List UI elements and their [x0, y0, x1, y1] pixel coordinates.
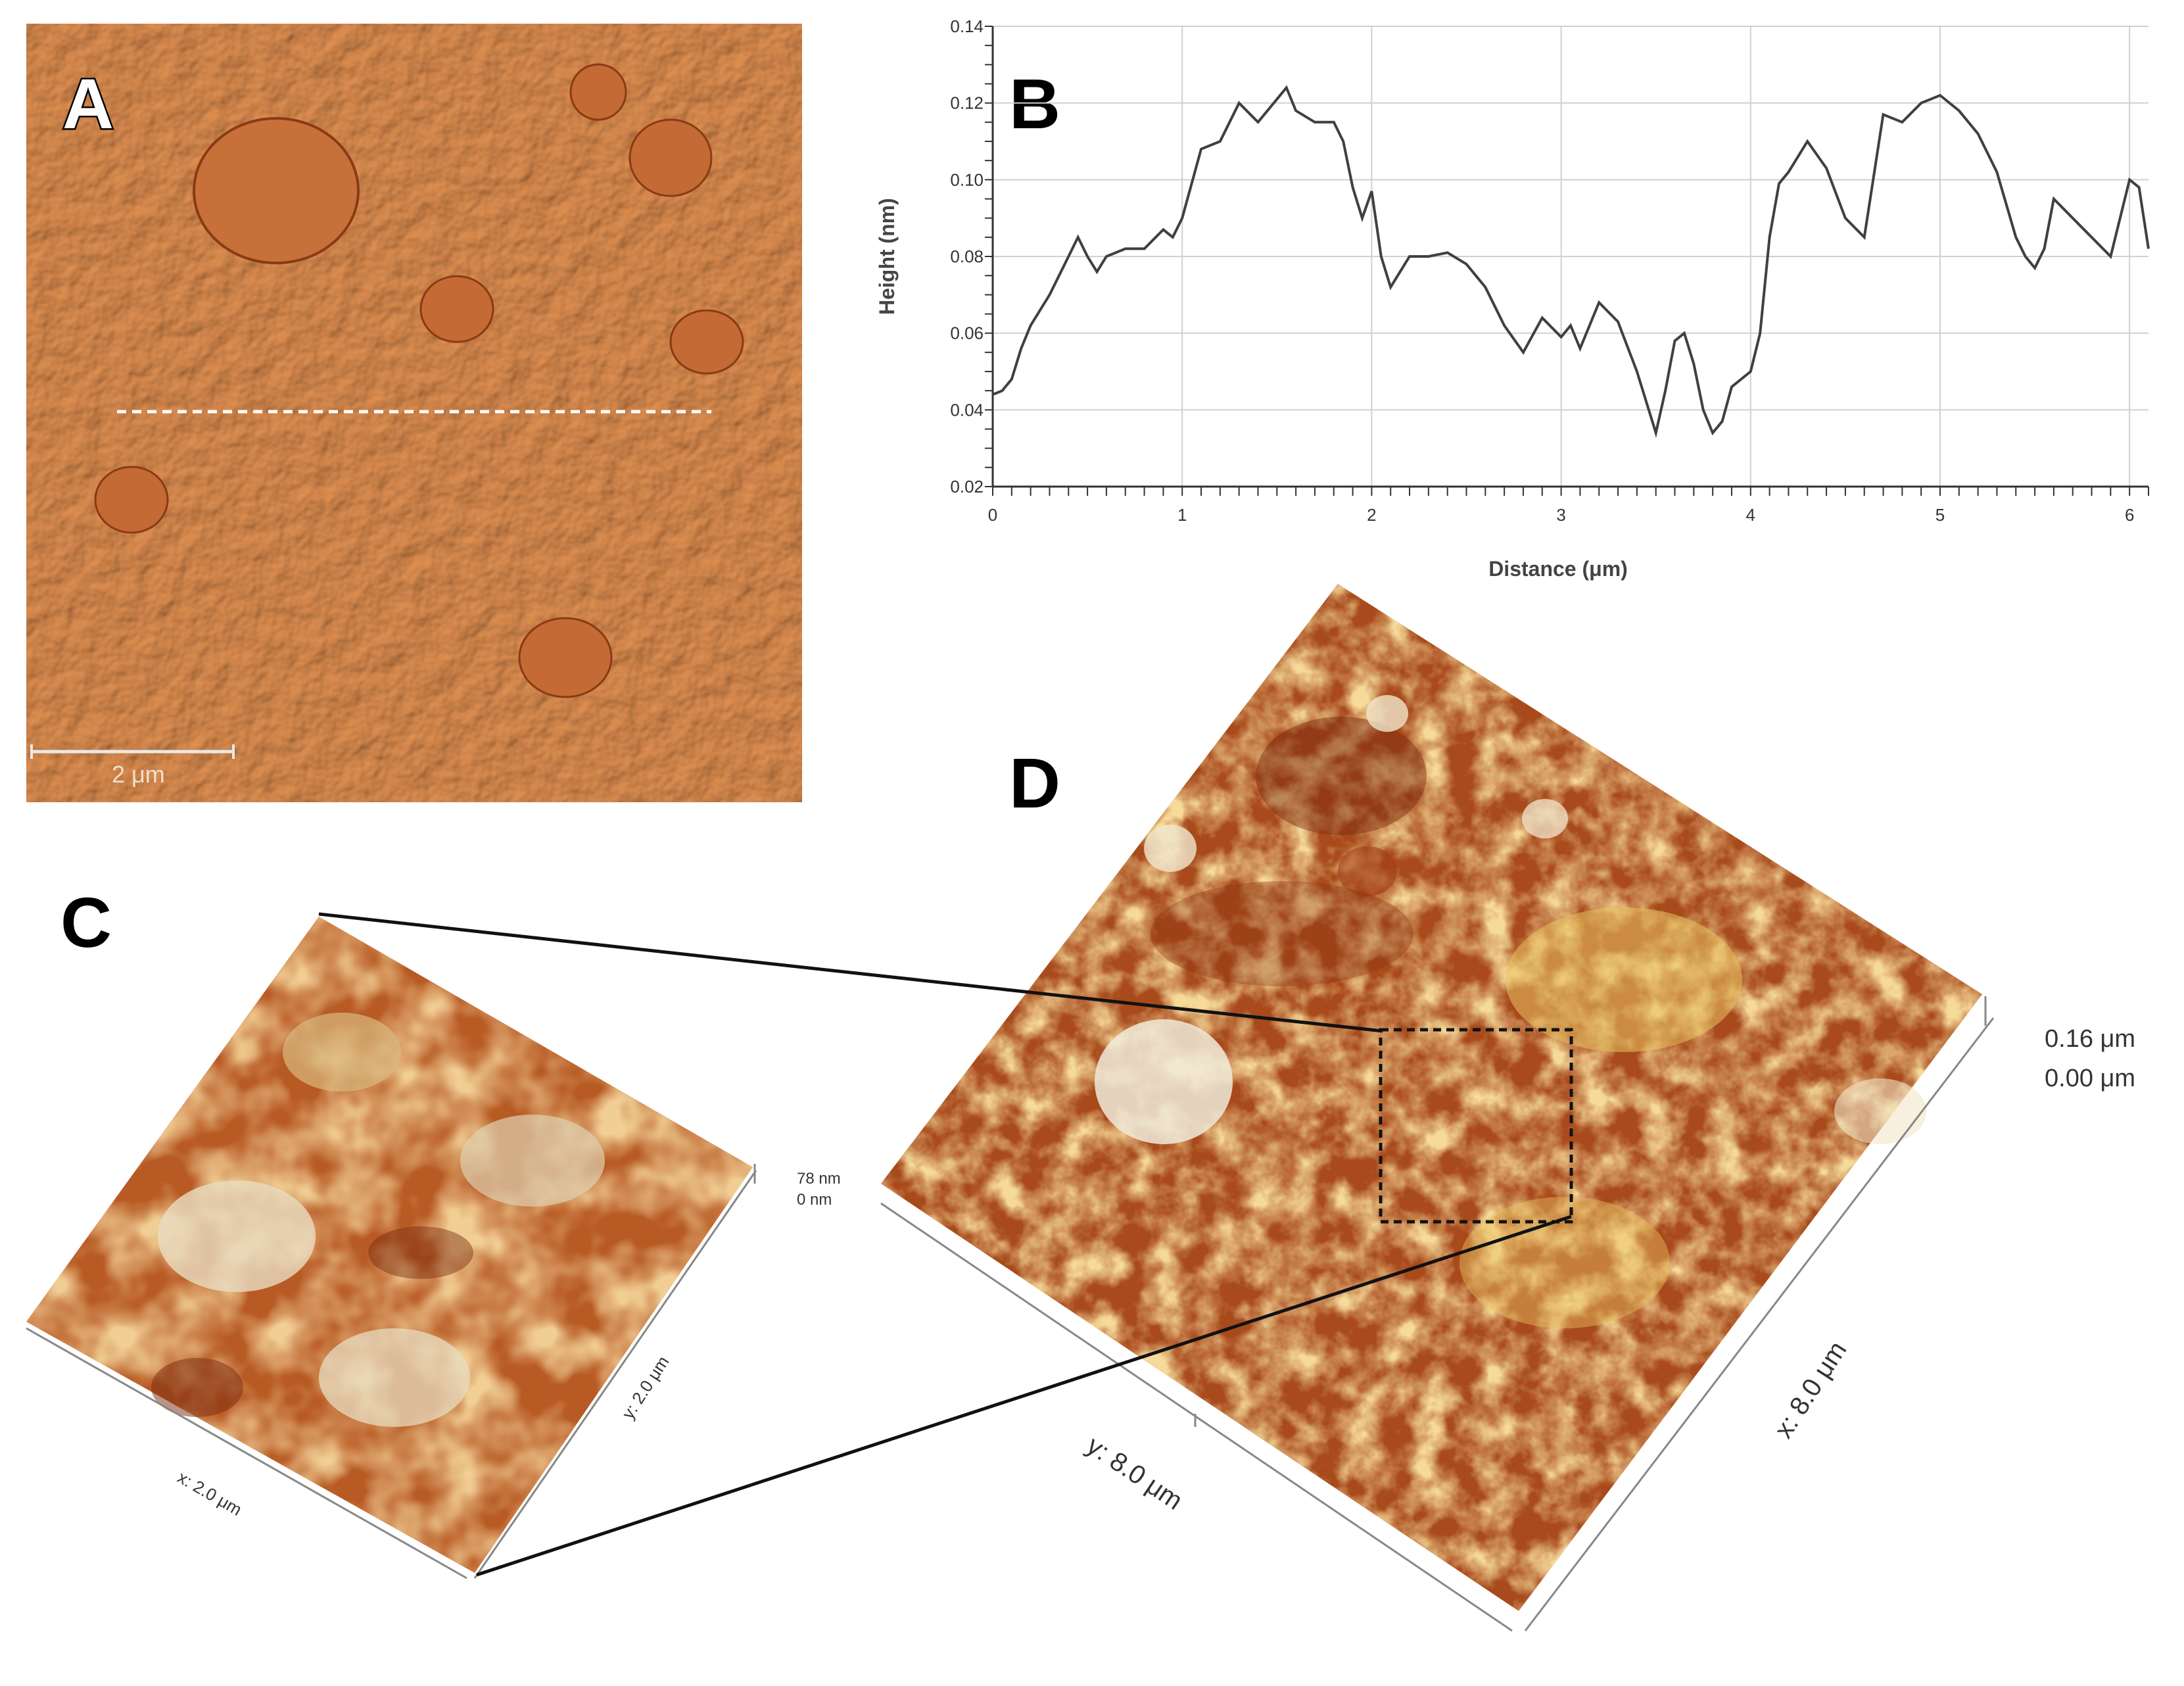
chart-grid	[985, 26, 2149, 496]
panel-label-d: D	[1009, 743, 1060, 823]
x-tick-label: 5	[1935, 505, 1945, 525]
x-tick-label: 1	[1177, 505, 1187, 525]
panel-a: 2 μm A	[26, 24, 802, 802]
c-x-axis-label: x: 2.0 μm	[174, 1467, 245, 1520]
c-x-axis	[26, 1327, 467, 1579]
x-axis-label: Distance (μm)	[1488, 557, 1628, 581]
x-tick-label: 4	[1746, 505, 1755, 525]
d-z-min-label: 0.00 μm	[2045, 1065, 2135, 1092]
y-tick-label: 0.12	[950, 93, 984, 113]
afm-3d-surface-small-features	[151, 1013, 605, 1427]
y-tick-label: 0.04	[950, 400, 984, 420]
afm-amplitude-features	[94, 63, 744, 698]
y-tick-label: 0.08	[950, 247, 984, 266]
d-y-axis-label: y: 8.0 μm	[1081, 1431, 1188, 1516]
d-x-axis-label: x: 8.0 μm	[1769, 1336, 1853, 1443]
scale-bar-label: 2 μm	[112, 761, 165, 788]
c-z-max-label: 78 nm	[797, 1170, 841, 1188]
y-tick-label: 0.10	[950, 170, 984, 189]
panel-b: B 0.02 0.04 0.06 0.08 0.10 0.12 0.14 0 1…	[875, 16, 2150, 581]
x-tick-label: 6	[2125, 505, 2134, 525]
y-tick-label: 0.14	[950, 16, 984, 36]
d-y-axis	[880, 1202, 1513, 1632]
d-x-axis	[1524, 1017, 1995, 1631]
connector-line-top	[318, 912, 1383, 1033]
connector-line-bottom	[476, 1215, 1572, 1577]
panel-label-a: A	[62, 64, 114, 143]
height-profile-line	[992, 85, 2150, 439]
d-z-max-label: 0.16 μm	[2045, 1025, 2135, 1053]
x-tick-labels: 0 1 2 3 4 5 6	[988, 505, 2135, 525]
afm-3d-surface-large-texture	[881, 584, 1982, 1611]
x-tick-label: 2	[1367, 505, 1376, 525]
panel-label-c: C	[60, 882, 112, 962]
zoom-region-box	[1379, 1028, 1573, 1224]
afm-3d-surface-large-features	[1095, 695, 1926, 1328]
c-y-axis	[473, 1170, 757, 1579]
c-z-min-label: 0 nm	[797, 1191, 832, 1209]
x-tick-label: 0	[988, 505, 997, 525]
line-chart: 0.02 0.04 0.06 0.08 0.10 0.12 0.14 0 1 2…	[875, 16, 2150, 581]
y-tick-labels: 0.02 0.04 0.06 0.08 0.10 0.12 0.14	[950, 16, 984, 496]
panel-d: D 0.16 μm 0.00 μm y: 8.0 μm x: 8.0 μm	[880, 584, 2135, 1632]
panel-c: C 78 nm 0 nm x: 2.0 μm y: 2.0 μm	[26, 882, 841, 1579]
y-tick-label: 0.02	[950, 477, 984, 496]
x-tick-label: 3	[1556, 505, 1565, 525]
c-y-axis-label: y: 2.0 μm	[618, 1353, 673, 1422]
y-tick-label: 0.06	[950, 324, 984, 343]
y-axis-label: Height (nm)	[875, 198, 899, 315]
